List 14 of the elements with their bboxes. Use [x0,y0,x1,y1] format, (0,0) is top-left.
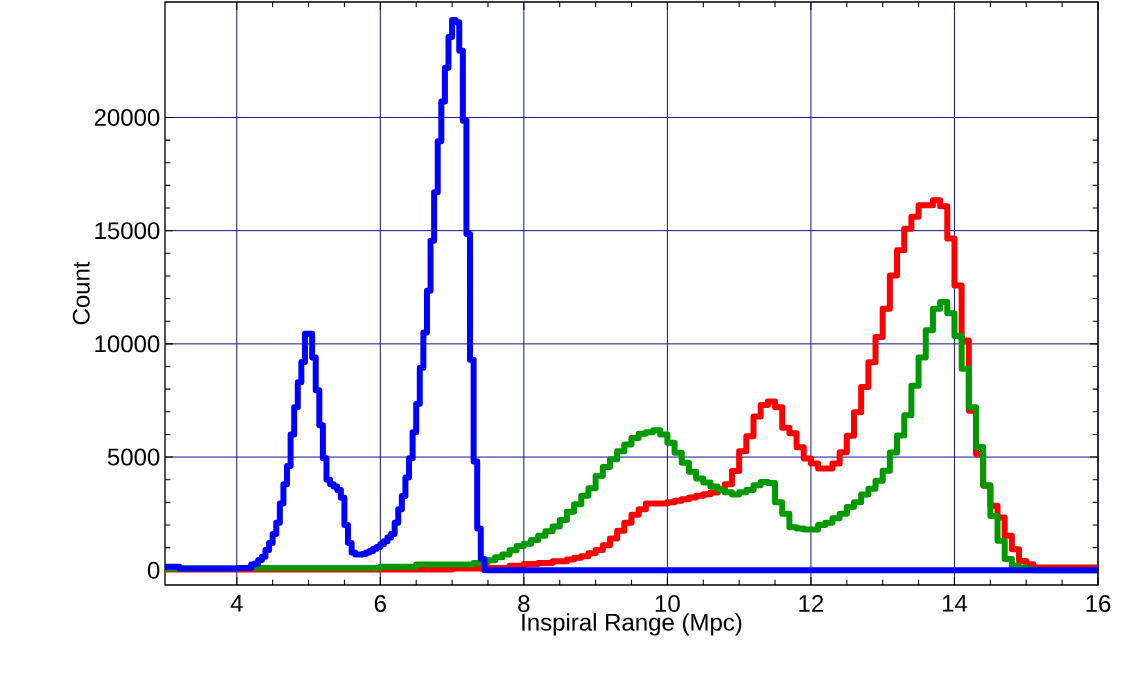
y-tick-label: 20000 [94,108,160,126]
x-tick-label: 6 [374,595,386,613]
x-tick-label: 4 [230,595,243,612]
x-tick-label: 12 [799,595,824,612]
x-tick-label: 16 [1086,595,1111,613]
x-tick-label: 8 [518,595,530,613]
y-tick-label: 0 [147,561,160,579]
x-tick-label: 10 [655,595,680,613]
x-axis-title: Inspiral Range (Mpc) [522,613,742,636]
y-axis-title: Count [72,261,90,325]
y-tick-label: 5000 [107,448,160,466]
y-tick-label: 10000 [95,335,160,353]
x-tick-label: 14 [942,595,968,612]
y-tick-label: 15000 [95,222,160,240]
